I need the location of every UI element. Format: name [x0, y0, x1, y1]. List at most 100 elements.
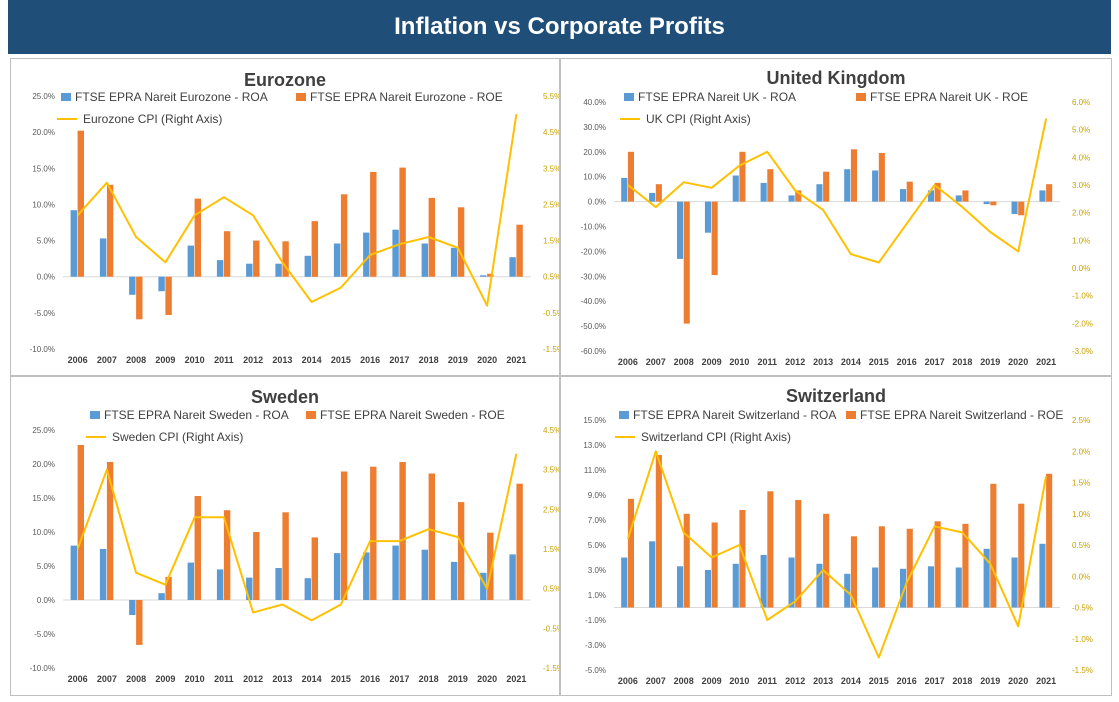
y2-tick-label: -1.5%: [543, 664, 559, 673]
roa-bar-2020: [1011, 557, 1018, 608]
x-category-label: 2006: [618, 357, 638, 367]
x-category-label: 2020: [477, 674, 497, 684]
y2-tick-label: 4.0%: [1072, 153, 1090, 162]
roe-bar-2016: [370, 171, 377, 277]
roa-bar-2008: [129, 600, 136, 615]
legend-swatch: [624, 93, 634, 101]
x-category-label: 2011: [758, 676, 778, 686]
x-category-label: 2014: [841, 676, 861, 686]
legend-swatch: [306, 411, 316, 419]
y-tick-label: 0.0%: [37, 596, 55, 605]
roa-bar-2010: [187, 562, 194, 600]
roe-bar-2016: [906, 528, 913, 608]
x-category-label: 2007: [97, 355, 117, 365]
roa-bar-2020: [1011, 201, 1018, 214]
roe-bar-2011: [767, 491, 774, 608]
y-tick-label: 10.0%: [32, 200, 55, 209]
roe-bar-2018: [428, 473, 435, 600]
roa-bar-2008: [677, 201, 684, 259]
roe-bar-2016: [906, 181, 913, 202]
roa-bar-2012: [788, 557, 795, 608]
y-tick-label: 30.0%: [583, 123, 606, 132]
y2-tick-label: -1.0%: [1072, 635, 1093, 644]
x-category-label: 2015: [869, 676, 889, 686]
roa-bar-2013: [816, 184, 823, 202]
y-tick-label: -40.0%: [581, 297, 606, 306]
roe-bar-2007: [655, 455, 662, 608]
x-category-label: 2010: [185, 355, 205, 365]
x-category-label: 2006: [618, 676, 638, 686]
y-tick-label: 13.0%: [583, 441, 606, 450]
roe-bar-2009: [711, 201, 718, 276]
y-tick-label: -10.0%: [30, 345, 55, 354]
roe-bar-2011: [223, 231, 231, 277]
x-category-label: 2009: [155, 355, 175, 365]
x-category-label: 2007: [646, 357, 666, 367]
cpi-line: [626, 450, 1048, 659]
x-category-label: 2019: [980, 357, 1000, 367]
roa-bar-2013: [275, 263, 282, 277]
chart-title: Sweden: [251, 387, 319, 407]
cpi-line: [76, 113, 518, 307]
chart-switzerland: Switzerland 15.0% 13.0% 11.0% 9.0% 7.0% 5.0% 3.…: [583, 386, 1093, 686]
y2-tick-label: -3.0%: [1072, 347, 1093, 356]
roa-bar-2015: [333, 553, 341, 600]
x-category-label: 2017: [925, 676, 945, 686]
roe-bar-2011: [223, 510, 231, 600]
y2-tick-label: 4.5%: [543, 128, 559, 137]
legend-label: FTSE EPRA Nareit UK - ROE: [870, 90, 1028, 104]
roa-bar-2006: [70, 545, 77, 600]
x-category-label: 2016: [360, 355, 380, 365]
roa-bar-2016: [363, 552, 370, 600]
roa-bar-2006: [621, 177, 628, 202]
roe-bar-2008: [136, 276, 143, 320]
y2-tick-label: 0.5%: [543, 273, 559, 282]
y-tick-label: -50.0%: [581, 322, 606, 331]
roe-bar-2012: [253, 240, 260, 277]
y-tick-label: -60.0%: [581, 347, 606, 356]
x-category-label: 2020: [1008, 676, 1028, 686]
roe-bar-2006: [77, 130, 84, 277]
y-tick-label: -5.0%: [34, 309, 55, 318]
y2-tick-label: 2.5%: [543, 200, 559, 209]
roa-bar-2020: [480, 275, 487, 277]
roe-bar-2015: [340, 194, 348, 277]
roa-bar-2014: [304, 255, 311, 277]
roe-bar-2021: [1046, 473, 1053, 608]
roa-bar-2016: [900, 189, 907, 202]
roa-bar-2019: [450, 247, 458, 277]
y-tick-label: -10.0%: [581, 223, 606, 232]
x-category-label: 2006: [68, 674, 88, 684]
roa-bar-2019: [983, 201, 990, 205]
roe-bar-2014: [311, 537, 318, 600]
roa-bar-2016: [900, 568, 907, 608]
roe-bar-2016: [370, 466, 377, 600]
y2-tick-label: -0.5%: [543, 309, 559, 318]
roe-bar-2013: [282, 512, 289, 600]
x-category-label: 2008: [674, 676, 694, 686]
y2-tick-label: 1.5%: [543, 237, 559, 246]
roa-bar-2019: [450, 561, 458, 600]
y-tick-label: 10.0%: [583, 173, 606, 182]
roa-bar-2006: [70, 210, 77, 277]
x-category-label: 2020: [1008, 357, 1028, 367]
x-category-label: 2014: [302, 355, 322, 365]
x-category-label: 2019: [448, 355, 468, 365]
y2-tick-label: -1.0%: [1072, 292, 1093, 301]
y-tick-label: 25.0%: [32, 426, 55, 435]
roa-bar-2007: [99, 238, 107, 277]
y-tick-label: -10.0%: [30, 664, 55, 673]
roe-bar-2013: [823, 171, 830, 202]
roe-bar-2008: [683, 201, 690, 324]
x-category-label: 2021: [506, 674, 526, 684]
x-category-label: 2018: [952, 357, 972, 367]
y-tick-label: 20.0%: [32, 460, 55, 469]
x-category-label: 2012: [243, 674, 263, 684]
y2-tick-label: -2.0%: [1072, 319, 1093, 328]
roa-bar-2012: [246, 263, 253, 277]
x-category-label: 2016: [897, 357, 917, 367]
roe-bar-2010: [194, 198, 201, 277]
roa-bar-2021: [509, 554, 516, 600]
y-tick-label: 1.0%: [588, 591, 606, 600]
roa-bar-2015: [333, 243, 341, 277]
